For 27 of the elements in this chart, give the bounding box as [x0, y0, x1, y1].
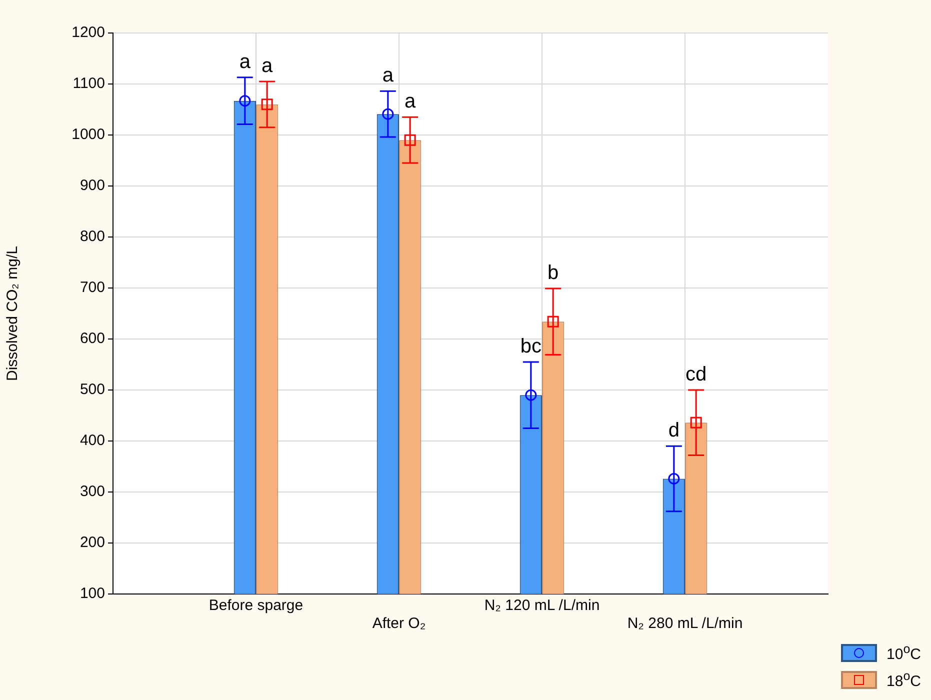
y-tick-label: 500 — [80, 381, 105, 398]
annotation: d — [668, 420, 680, 442]
y-tick-label: 400 — [80, 432, 105, 450]
y-tick-label: 300 — [80, 483, 105, 500]
legend-label: 10$^{o}$C — [886, 642, 921, 663]
x-tick-label: N₂ 280 mL /L/min — [627, 615, 743, 632]
annotation: a — [382, 64, 394, 87]
y-tick-label: 900 — [80, 177, 105, 194]
x-tick-label: After O₂ — [372, 615, 426, 632]
legend-label: 18$^{o}$C — [886, 669, 921, 690]
x-tick-label: Before sparge — [208, 597, 304, 614]
y-tick-label: 1000 — [72, 126, 105, 144]
y-tick-label: 100 — [80, 585, 105, 602]
y-tick-label: 700 — [80, 279, 105, 296]
annotation: b — [548, 262, 559, 284]
y-tick-label: 800 — [80, 228, 105, 246]
y-axis-title: Dissolved CO₂ mg/L — [4, 246, 22, 382]
y-tick-label: 1200 — [72, 24, 105, 42]
annotation: a — [262, 54, 274, 77]
y-tick-label: 600 — [80, 330, 105, 348]
annotation: cd — [686, 364, 707, 386]
x-tick-label: N₂ 120 mL /L/min — [484, 597, 600, 614]
annotation: a — [404, 90, 417, 113]
annotation: a — [239, 50, 252, 73]
y-tick-label: 1100 — [72, 75, 105, 92]
y-tick-label: 200 — [80, 534, 105, 552]
annotation: bc — [520, 335, 542, 358]
